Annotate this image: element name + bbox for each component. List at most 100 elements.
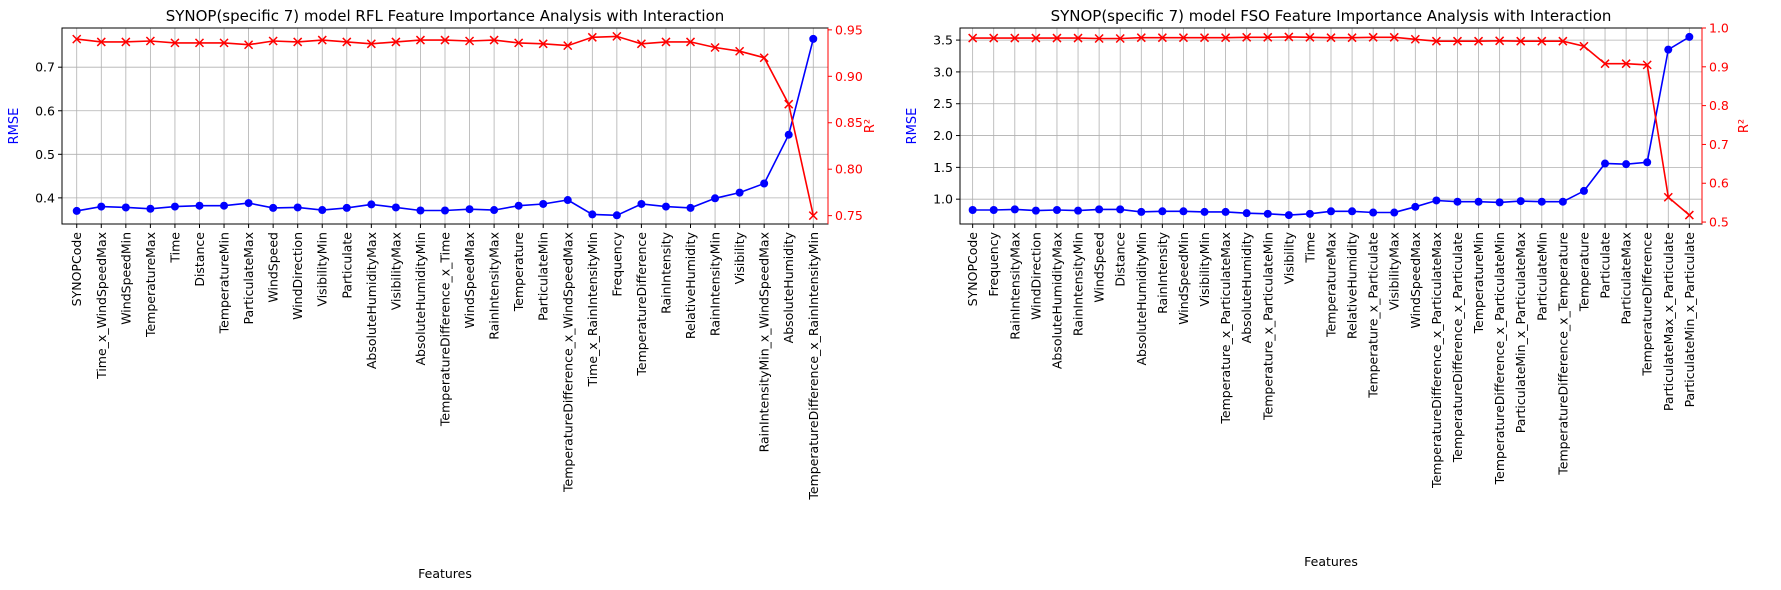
data-point bbox=[1221, 33, 1231, 43]
x-axis-label: Features bbox=[418, 566, 472, 581]
data-point bbox=[1199, 33, 1210, 43]
data-point bbox=[146, 204, 155, 213]
y-tick-label-right: 0.75 bbox=[835, 208, 863, 223]
data-point bbox=[1411, 202, 1420, 211]
data-point bbox=[1643, 158, 1652, 167]
data-point bbox=[1621, 59, 1631, 69]
x-tick-label: Distance bbox=[192, 232, 207, 287]
x-tick-label: ParticulateMin_x_Particulate bbox=[1682, 232, 1697, 408]
data-point bbox=[366, 39, 376, 49]
data-point bbox=[1474, 36, 1484, 46]
x-tick-label: RelativeHumidity bbox=[683, 231, 698, 339]
data-point bbox=[809, 34, 818, 43]
x-tick-label: SYNOPCode bbox=[69, 232, 84, 307]
x-tick-label: RainIntensityMin_x_WindSpeedMax bbox=[757, 232, 772, 452]
x-tick-label: WindSpeedMax bbox=[1408, 232, 1423, 328]
data-point bbox=[121, 37, 131, 47]
data-point bbox=[97, 202, 106, 211]
data-point bbox=[1263, 32, 1273, 42]
data-point bbox=[1242, 209, 1251, 218]
x-tick-label: Particulate bbox=[1598, 232, 1613, 299]
data-point bbox=[685, 37, 696, 47]
x-tick-label: ParticulateMax bbox=[1619, 232, 1634, 325]
x-tick-label: TemperatureMax bbox=[143, 232, 158, 338]
x-tick-label: Temperature_x_Particulate bbox=[1366, 232, 1381, 399]
data-point bbox=[195, 201, 204, 210]
data-point bbox=[219, 38, 229, 48]
data-point bbox=[1158, 207, 1167, 216]
data-point bbox=[539, 199, 548, 208]
data-point bbox=[1263, 209, 1272, 218]
data-point bbox=[735, 188, 744, 197]
x-tick-label: ParticulateMax_x_Particulate bbox=[1661, 232, 1676, 411]
data-point bbox=[1516, 36, 1526, 46]
data-point bbox=[612, 31, 622, 41]
x-tick-label: TemperatureDifference_x_Particulate bbox=[1450, 232, 1465, 463]
y-axis-label-right: R² bbox=[1737, 119, 1752, 133]
x-tick-label: RainIntensity bbox=[1155, 231, 1170, 313]
data-point bbox=[145, 36, 155, 46]
data-point bbox=[1095, 205, 1104, 214]
data-point bbox=[588, 210, 597, 219]
data-point bbox=[1537, 197, 1546, 206]
chart-title: SYNOP(specific 7) model FSO Feature Impo… bbox=[1051, 7, 1612, 25]
x-tick-label: TemperatureMin bbox=[1471, 232, 1486, 334]
data-point bbox=[1453, 197, 1462, 206]
data-point bbox=[710, 42, 720, 53]
x-tick-label: TemperatureDifference bbox=[634, 232, 649, 377]
grid bbox=[960, 28, 1702, 224]
data-point bbox=[1094, 33, 1104, 44]
y-tick-label-left: 0.5 bbox=[35, 147, 55, 162]
data-point bbox=[1010, 205, 1019, 214]
data-point bbox=[1031, 206, 1040, 215]
x-tick-label: TemperatureDifference_x_ParticulateMin bbox=[1492, 232, 1507, 485]
data-point bbox=[784, 130, 793, 139]
data-point bbox=[1601, 159, 1610, 168]
x-tick-label: RelativeHumidity bbox=[1345, 231, 1360, 339]
y-tick-label-right: 1.0 bbox=[1709, 21, 1729, 36]
data-point bbox=[269, 203, 278, 212]
data-point bbox=[1431, 36, 1441, 46]
data-point bbox=[1452, 36, 1463, 46]
x-tick-label: WindDirection bbox=[290, 232, 305, 320]
data-point bbox=[1305, 209, 1314, 218]
data-point bbox=[220, 201, 229, 210]
data-point bbox=[1116, 205, 1125, 214]
data-point bbox=[1052, 206, 1061, 214]
data-point bbox=[1031, 33, 1041, 43]
series-rmse bbox=[968, 32, 1694, 220]
data-point bbox=[1010, 33, 1020, 43]
y-tick-label-left: 0.7 bbox=[35, 60, 55, 75]
data-point bbox=[1052, 33, 1062, 43]
x-tick-label: Time bbox=[1302, 232, 1317, 264]
x-tick-label: TemperatureMin bbox=[217, 232, 232, 334]
data-point bbox=[318, 206, 327, 215]
y-tick-label-right: 0.80 bbox=[835, 162, 863, 177]
data-point bbox=[1642, 60, 1652, 70]
data-point bbox=[1474, 197, 1483, 206]
data-point bbox=[760, 179, 769, 188]
x-tick-label: Temperature bbox=[511, 232, 526, 312]
x-tick-label: VisibilityMax bbox=[388, 232, 403, 310]
x-tick-label: Temperature_x_ParticulateMin bbox=[1260, 232, 1275, 421]
x-tick-label: Visibility bbox=[732, 231, 747, 284]
data-point bbox=[1284, 211, 1293, 220]
data-point bbox=[587, 32, 597, 42]
y-tick-label-left: 3.0 bbox=[933, 64, 953, 79]
x-tick-label: RainIntensity bbox=[658, 231, 673, 313]
data-point bbox=[1495, 198, 1504, 207]
x-tick-label: TemperatureDifference_x_RainIntensityMin bbox=[806, 232, 821, 501]
data-point bbox=[1137, 207, 1146, 216]
x-tick-label: Frequency bbox=[986, 231, 1001, 296]
x-tick-label: RainIntensityMax bbox=[487, 232, 502, 340]
x-tick-label: WindSpeedMax bbox=[462, 232, 477, 328]
data-point bbox=[1347, 33, 1357, 43]
data-point bbox=[686, 203, 695, 212]
data-point bbox=[1327, 207, 1335, 216]
data-point bbox=[72, 206, 81, 215]
data-point bbox=[1537, 36, 1547, 46]
data-point bbox=[121, 203, 130, 212]
data-point bbox=[1074, 206, 1083, 215]
data-point bbox=[1284, 32, 1294, 42]
